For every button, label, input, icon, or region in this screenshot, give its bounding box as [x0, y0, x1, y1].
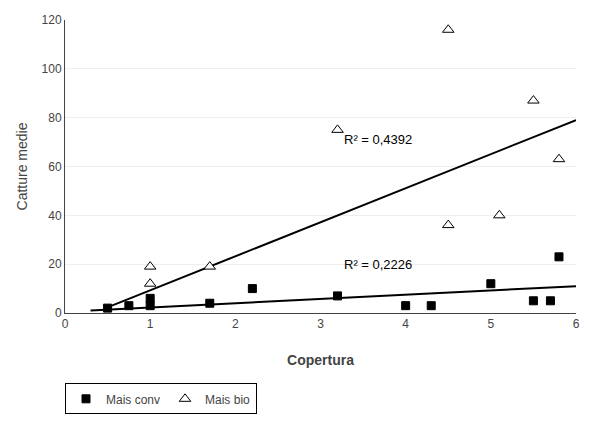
svg-text:6: 6 [573, 317, 580, 331]
svg-text:2: 2 [232, 317, 239, 331]
svg-text:Mais conv: Mais conv [106, 393, 160, 407]
svg-text:4: 4 [402, 317, 409, 331]
svg-text:20: 20 [48, 257, 62, 271]
svg-text:60: 60 [48, 160, 62, 174]
svg-text:Catture medie: Catture medie [14, 122, 30, 210]
svg-text:Copertura: Copertura [287, 352, 354, 368]
svg-text:100: 100 [42, 62, 62, 76]
svg-text:R² = 0,2226: R² = 0,2226 [344, 257, 412, 272]
svg-text:1: 1 [147, 317, 154, 331]
svg-text:40: 40 [48, 209, 62, 223]
svg-text:5: 5 [487, 317, 494, 331]
svg-text:Mais bio: Mais bio [205, 393, 250, 407]
svg-text:R² = 0,4392: R² = 0,4392 [344, 132, 412, 147]
svg-text:0: 0 [62, 317, 69, 331]
svg-text:3: 3 [317, 317, 324, 331]
svg-text:120: 120 [42, 13, 62, 27]
svg-text:80: 80 [48, 111, 62, 125]
svg-text:0: 0 [55, 306, 62, 320]
